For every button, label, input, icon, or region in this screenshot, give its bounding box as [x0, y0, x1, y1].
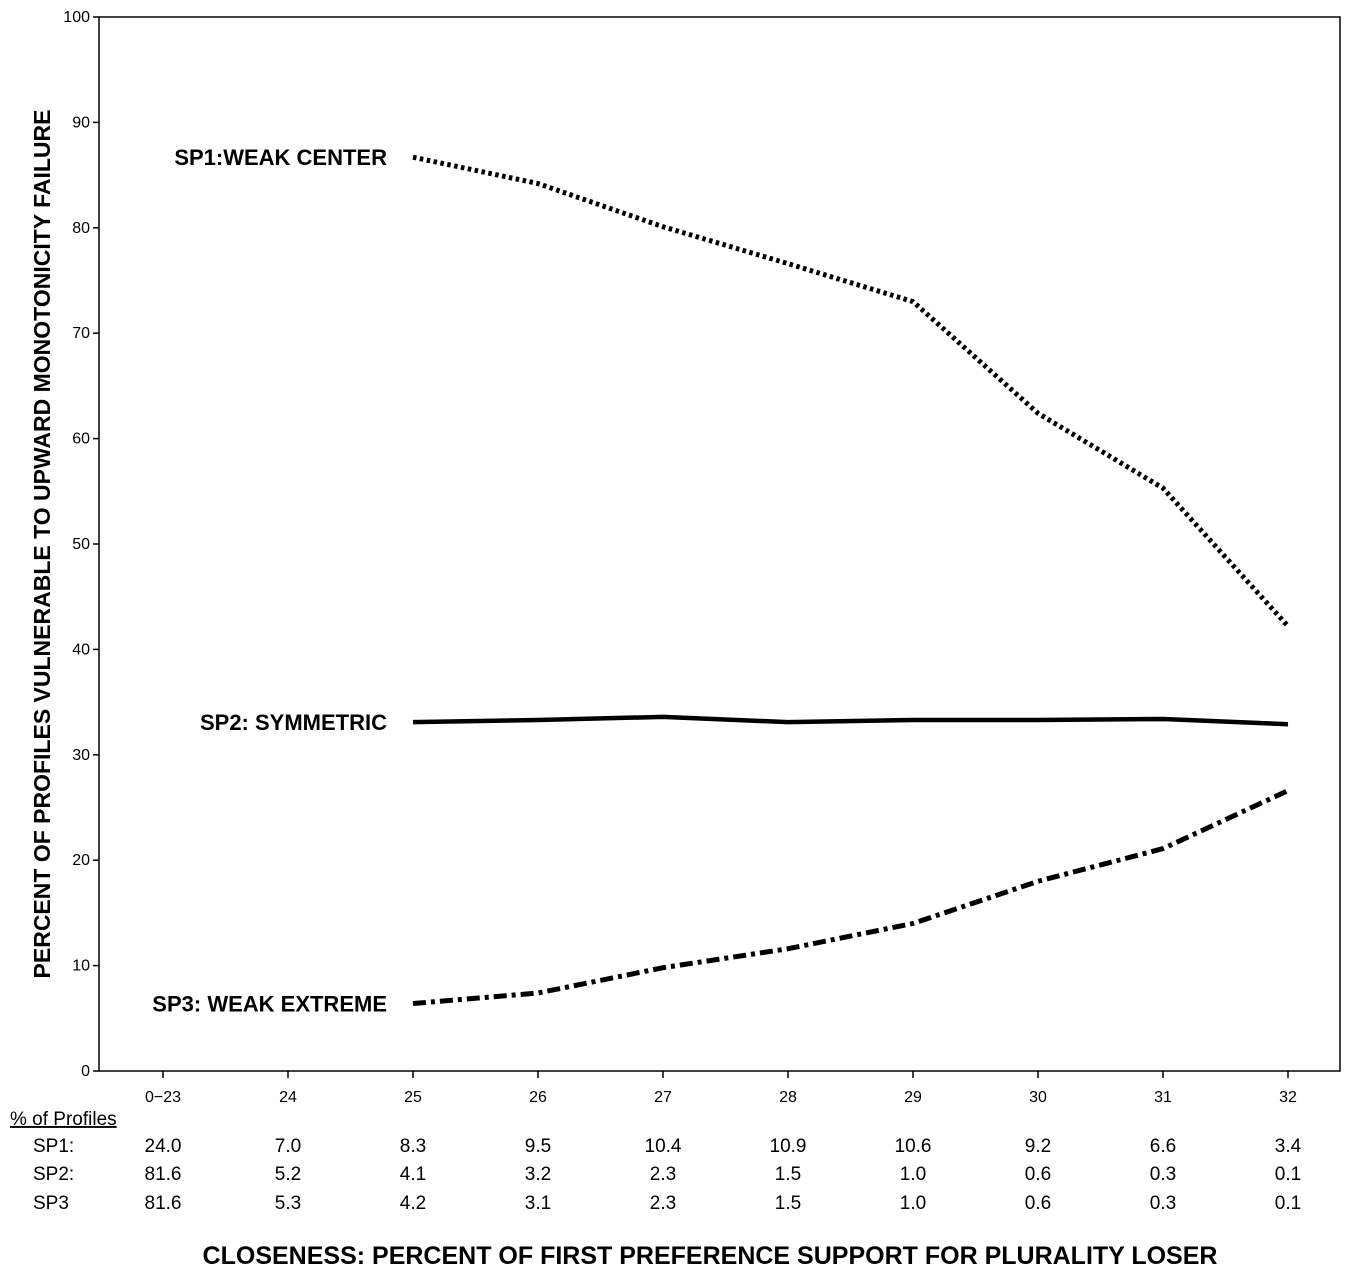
y-tick-label: 0 — [81, 1063, 90, 1080]
table-row-label: SP3 — [33, 1193, 69, 1214]
y-tick-label: 50 — [72, 536, 90, 553]
table-cell: 1.0 — [900, 1193, 926, 1214]
series-lines — [412, 154, 1290, 1007]
table-cell: 0.6 — [1025, 1164, 1051, 1185]
profiles-table: SP1: 24.0 7.0 8.3 9.5 10.4 10.9 10.6 9.2 6.6 3.4 SP… — [33, 1136, 1302, 1214]
table-cell: 4.2 — [400, 1193, 426, 1214]
y-axis-label: PERCENT OF PROFILES VULNERABLE TO UPWARD… — [29, 110, 55, 979]
series-label-3: SP3: WEAK EXTREME — [152, 992, 387, 1017]
x-tick-label: 32 — [1279, 1089, 1297, 1106]
table-cell: 10.6 — [895, 1136, 932, 1157]
table-cell: 1.5 — [775, 1193, 801, 1214]
y-tick-label: 70 — [72, 325, 90, 342]
axes: 0 10 20 30 40 50 60 70 80 90 100 0−23 24 25 26 27 28 29 30… — [63, 9, 1341, 1106]
y-tick-label: 10 — [72, 958, 90, 975]
x-tick-label: 25 — [404, 1089, 422, 1106]
x-tick-label: 30 — [1029, 1089, 1047, 1106]
table-cell: 9.5 — [525, 1136, 551, 1157]
table-cell: 7.0 — [275, 1136, 301, 1157]
profiles-table-header: % of Profiles — [10, 1109, 117, 1130]
table-row-label: SP1: — [33, 1136, 74, 1157]
x-tick-label: 27 — [654, 1089, 672, 1106]
series-line-2 — [412, 714, 1289, 727]
table-cell: 0.1 — [1275, 1193, 1301, 1214]
series-line-1 — [412, 154, 1290, 628]
series-line-3 — [412, 788, 1290, 1007]
table-cell: 9.2 — [1025, 1136, 1051, 1157]
x-tick-label: 28 — [779, 1089, 797, 1106]
table-cell: 8.3 — [400, 1136, 426, 1157]
table-cell: 5.3 — [275, 1193, 301, 1214]
table-cell: 1.0 — [900, 1164, 926, 1185]
table-cell: 81.6 — [145, 1193, 182, 1214]
table-cell: 0.3 — [1150, 1193, 1176, 1214]
table-cell: 0.1 — [1275, 1164, 1301, 1185]
x-tick-label: 24 — [279, 1089, 297, 1106]
y-tick-label: 100 — [63, 9, 90, 26]
table-cell: 24.0 — [145, 1136, 182, 1157]
plot-frame — [98, 16, 1341, 1072]
y-tick-label: 80 — [72, 220, 90, 237]
x-tick-label: 31 — [1154, 1089, 1172, 1106]
table-cell: 1.5 — [775, 1164, 801, 1185]
y-tick-label: 30 — [72, 747, 90, 764]
series-label-1: SP1:WEAK CENTER — [174, 145, 387, 170]
x-tick-label: 0−23 — [145, 1089, 181, 1106]
y-tick-label: 40 — [72, 641, 90, 658]
x-axis-label: CLOSENESS: PERCENT OF FIRST PREFERENCE S… — [203, 1242, 1218, 1270]
table-cell: 0.6 — [1025, 1193, 1051, 1214]
table-cell: 4.1 — [400, 1164, 426, 1185]
series-labels: SP1:WEAK CENTER SP2: SYMMETRIC SP3: WEAK E… — [152, 145, 387, 1016]
table-cell: 0.3 — [1150, 1164, 1176, 1185]
table-cell: 5.2 — [275, 1164, 301, 1185]
table-cell: 3.2 — [525, 1164, 551, 1185]
table-cell: 10.9 — [770, 1136, 807, 1157]
table-cell: 6.6 — [1150, 1136, 1176, 1157]
y-tick-label: 20 — [72, 852, 90, 869]
series-label-2: SP2: SYMMETRIC — [200, 710, 387, 735]
table-cell: 81.6 — [145, 1164, 182, 1185]
table-cell: 3.1 — [525, 1193, 551, 1214]
table-cell: 2.3 — [650, 1193, 676, 1214]
table-cell: 10.4 — [645, 1136, 682, 1157]
x-tick-label: 29 — [904, 1089, 922, 1106]
table-row-label: SP2: — [33, 1164, 74, 1185]
table-cell: 3.4 — [1275, 1136, 1302, 1157]
y-tick-label: 90 — [72, 114, 90, 131]
x-tick-label: 26 — [529, 1089, 547, 1106]
y-tick-label: 60 — [72, 431, 90, 448]
table-cell: 2.3 — [650, 1164, 676, 1185]
